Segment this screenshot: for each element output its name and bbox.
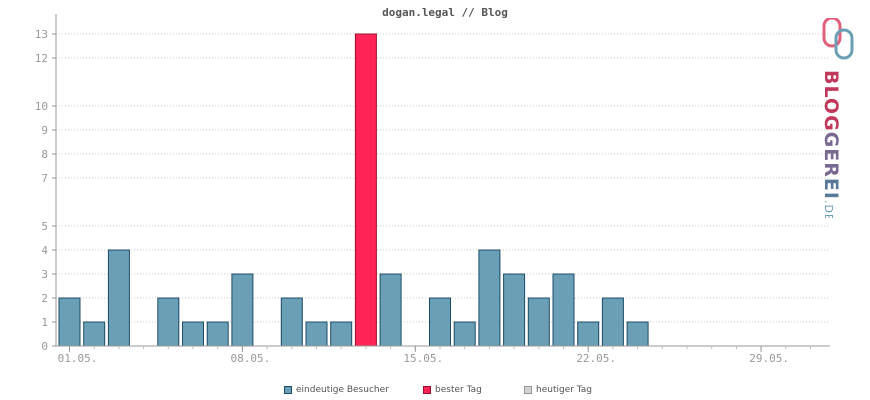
y-tick-label: 5 [41,220,48,233]
chart-title: dogan.legal // Blog [382,6,508,19]
bar [601,297,624,347]
legend-swatch-visitors [284,386,292,394]
bar [206,321,229,347]
x-tick-label: 22.05. [576,352,616,365]
bar [58,297,81,347]
bars [58,33,649,347]
grid-lines [56,33,830,323]
y-tick-label: 3 [41,268,48,281]
bar [182,321,204,347]
y-tick-label: 1 [41,316,48,329]
y-tick-label: 7 [41,172,48,185]
bar [453,321,476,347]
bar [107,249,130,347]
axes [55,14,830,347]
bar [577,321,600,347]
legend-item-best-day: bester Tag [423,385,482,395]
y-tick-label: 4 [41,244,48,257]
x-tick-label: 15.05. [403,352,443,365]
logo-wordmark: BLOGGEREI.DE [820,70,842,218]
y-tick-label: 12 [35,52,48,65]
legend-swatch-today [524,386,532,394]
x-tick-label: 01.05. [58,352,98,365]
bar [478,249,501,347]
legend-label-best-day: bester Tag [435,385,482,395]
y-tick-label: 13 [35,28,48,41]
bar [231,273,254,347]
bar [157,297,180,347]
legend-label-today: heutiger Tag [536,385,593,395]
bar [83,321,106,347]
legend: eindeutige Besucher bester Tag heutiger … [0,385,870,399]
bar [552,273,575,347]
x-axis-ticks: 01.05. 08.05. 15.05. 22.05. 29.05. [58,346,811,365]
y-tick-label: 9 [41,124,48,137]
logo-mark-pink [822,18,842,48]
y-tick-label: 8 [41,148,48,161]
bar [626,321,649,347]
legend-label-visitors: eindeutige Besucher [296,385,389,395]
bar [280,297,303,347]
bar [503,273,526,347]
logo-mark-blue [834,28,854,60]
legend-item-visitors: eindeutige Besucher [284,385,389,395]
legend-item-today: heutiger Tag [524,385,592,395]
bar-best-day [354,33,377,347]
y-tick-label: 10 [35,100,48,113]
bar [527,297,550,347]
bar [330,321,353,347]
bar [305,321,328,347]
y-tick-label: 0 [41,340,48,353]
bar [379,273,402,347]
x-tick-label: 08.05. [231,352,271,365]
bar [429,297,451,347]
y-tick-label: 2 [41,292,48,305]
x-tick-label: 29.05. [749,352,789,365]
legend-swatch-best-day [423,386,431,394]
bloggerei-logo: BLOGGEREI.DE [820,18,854,218]
